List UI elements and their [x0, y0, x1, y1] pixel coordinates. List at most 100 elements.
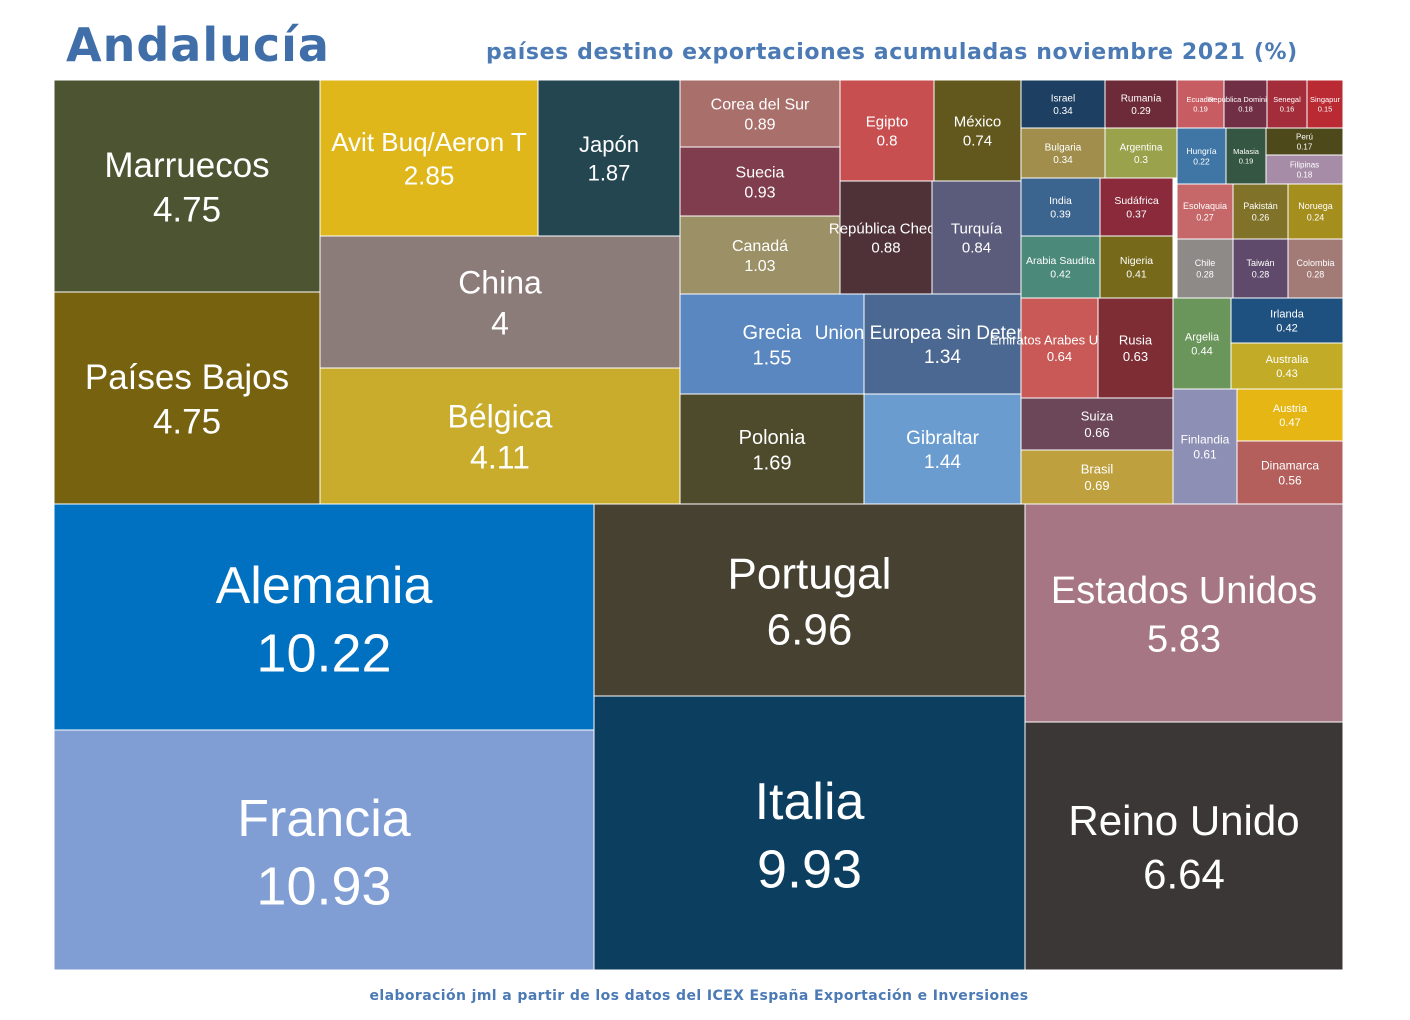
- tile-label-rusia: Rusia: [1119, 333, 1153, 348]
- tile-label-corea-del-sur: Corea del Sur: [711, 96, 810, 113]
- tile-filipinas: [1265, 154, 1344, 185]
- tile-austria: [1236, 388, 1344, 442]
- tile-value-filipinas: 0.18: [1297, 171, 1313, 180]
- tile-pakistan: [1232, 183, 1289, 240]
- tile-value-egipto: 0.8: [877, 133, 898, 150]
- tile-label-francia: Francia: [237, 790, 410, 848]
- tile-bulgaria: [1020, 127, 1106, 179]
- tile-label-portugal: Portugal: [728, 549, 892, 598]
- tile-label-republica-dominicana: República Dominicana: [1208, 95, 1284, 104]
- tile-label-turquia: Turquía: [951, 221, 1003, 238]
- tile-value-paises-bajos: 4.75: [153, 402, 221, 441]
- tile-argentina: [1104, 127, 1178, 179]
- tile-irlanda: [1230, 297, 1344, 344]
- tile-label-polonia: Polonia: [739, 427, 807, 449]
- tile-label-gibraltar: Gibraltar: [906, 428, 980, 449]
- tile-label-esolvaquia: Esolvaquia: [1183, 201, 1227, 211]
- tile-suiza: [1020, 397, 1174, 451]
- tile-label-egipto: Egipto: [866, 114, 909, 131]
- tile-value-union-europea-sin-determinar: 1.34: [924, 347, 961, 368]
- tile-value-senegal: 0.16: [1280, 105, 1295, 114]
- tile-label-arabia-saudita: Arabia Saudita: [1026, 255, 1095, 267]
- tile-value-chile: 0.28: [1196, 270, 1214, 280]
- tile-value-irlanda: 0.42: [1276, 323, 1297, 335]
- tile-avit-buq-aeron-t: [319, 79, 539, 237]
- tile-colombia: [1287, 238, 1344, 299]
- tile-value-finlandia: 0.61: [1193, 448, 1217, 462]
- tile-label-belgica: Bélgica: [448, 399, 553, 435]
- tile-paises-bajos: [53, 291, 321, 505]
- tile-value-esolvaquia: 0.27: [1196, 213, 1214, 223]
- tile-value-israel: 0.34: [1053, 106, 1073, 117]
- tile-label-avit-buq-aeron-t: Avit Buq/Aeron T: [331, 127, 527, 157]
- tile-value-belgica: 4.11: [470, 439, 530, 475]
- tile-label-japon: Japón: [579, 132, 639, 157]
- tile-marruecos: [53, 79, 321, 293]
- tile-value-francia: 10.93: [256, 857, 391, 917]
- tile-value-dinamarca: 0.56: [1278, 474, 1302, 488]
- chart-title: Andalucía: [66, 18, 330, 72]
- tile-value-sudafrica: 0.37: [1126, 209, 1147, 221]
- tile-sudafrica: [1099, 177, 1174, 237]
- tile-value-hungria: 0.22: [1193, 157, 1210, 167]
- tile-label-alemania: Alemania: [216, 557, 433, 615]
- tile-value-suecia: 0.93: [744, 185, 775, 202]
- tile-label-suecia: Suecia: [736, 164, 785, 181]
- tile-australia: [1230, 342, 1344, 390]
- tile-label-grecia: Grecia: [743, 322, 803, 344]
- tile-nigeria: [1099, 235, 1174, 299]
- tile-value-austria: 0.47: [1279, 417, 1300, 429]
- tile-label-irlanda: Irlanda: [1270, 309, 1305, 321]
- tile-canada: [679, 215, 841, 295]
- tile-value-noruega: 0.24: [1307, 213, 1325, 223]
- tile-value-emiratos-arabes-unidos: 0.64: [1047, 349, 1072, 364]
- tile-value-bulgaria: 0.34: [1053, 155, 1073, 166]
- tile-label-mexico: México: [954, 114, 1002, 131]
- tile-value-taiwan: 0.28: [1252, 270, 1270, 280]
- tile-value-australia: 0.43: [1276, 368, 1297, 380]
- tile-label-paises-bajos: Países Bajos: [85, 358, 289, 397]
- tile-value-republica-dominicana: 0.18: [1238, 105, 1253, 114]
- tile-israel: [1020, 79, 1106, 129]
- tile-label-sudafrica: Sudáfrica: [1114, 195, 1159, 207]
- tile-senegal: [1266, 79, 1308, 129]
- tile-value-corea-del-sur: 0.89: [744, 117, 775, 134]
- tile-label-marruecos: Marruecos: [104, 146, 269, 185]
- tile-value-portugal: 6.96: [767, 606, 853, 655]
- tile-value-estados-unidos: 5.83: [1147, 618, 1221, 660]
- tile-value-italia: 9.93: [757, 840, 862, 900]
- tile-portugal: [593, 503, 1026, 697]
- tile-value-rumania: 0.29: [1131, 106, 1151, 117]
- tile-dinamarca: [1236, 440, 1344, 505]
- tile-emiratos-arabes-unidos: [1020, 297, 1099, 399]
- tile-value-india: 0.39: [1050, 209, 1071, 221]
- tile-value-reino-unido: 6.64: [1143, 851, 1225, 898]
- tile-label-argelia: Argelia: [1185, 332, 1220, 344]
- tile-label-singapur: Singapur: [1310, 95, 1341, 104]
- tile-label-israel: Israel: [1051, 93, 1075, 104]
- chart-subtitle: países destino exportaciones acumuladas …: [486, 40, 1298, 65]
- tile-label-pakistan: Pakistán: [1243, 201, 1278, 211]
- tile-value-colombia: 0.28: [1307, 270, 1325, 280]
- tile-label-canada: Canadá: [732, 238, 788, 255]
- tile-value-malasia: 0.19: [1239, 157, 1254, 166]
- tile-finlandia: [1172, 388, 1238, 505]
- tile-value-argelia: 0.44: [1191, 346, 1212, 358]
- tile-value-pakistan: 0.26: [1252, 213, 1270, 223]
- tile-value-republica-checa: 0.88: [871, 240, 900, 257]
- tile-label-brasil: Brasil: [1081, 462, 1114, 477]
- tile-label-bulgaria: Bulgaria: [1045, 142, 1082, 153]
- tile-value-mexico: 0.74: [963, 133, 992, 150]
- tile-label-malasia: Malasia: [1233, 147, 1260, 156]
- tile-label-union-europea-sin-determinar: Union Europea sin Determinar: [815, 323, 1071, 344]
- tile-brasil: [1020, 449, 1174, 505]
- tile-value-marruecos: 4.75: [153, 190, 221, 229]
- tile-label-australia: Australia: [1266, 354, 1310, 366]
- tile-label-italia: Italia: [755, 773, 865, 831]
- tile-suecia: [679, 146, 841, 217]
- tile-ecuador: [1176, 79, 1225, 129]
- tile-value-ecuador: 0.19: [1193, 105, 1208, 114]
- tile-label-estados-unidos: Estados Unidos: [1051, 570, 1317, 612]
- tile-value-polonia: 1.69: [753, 452, 792, 474]
